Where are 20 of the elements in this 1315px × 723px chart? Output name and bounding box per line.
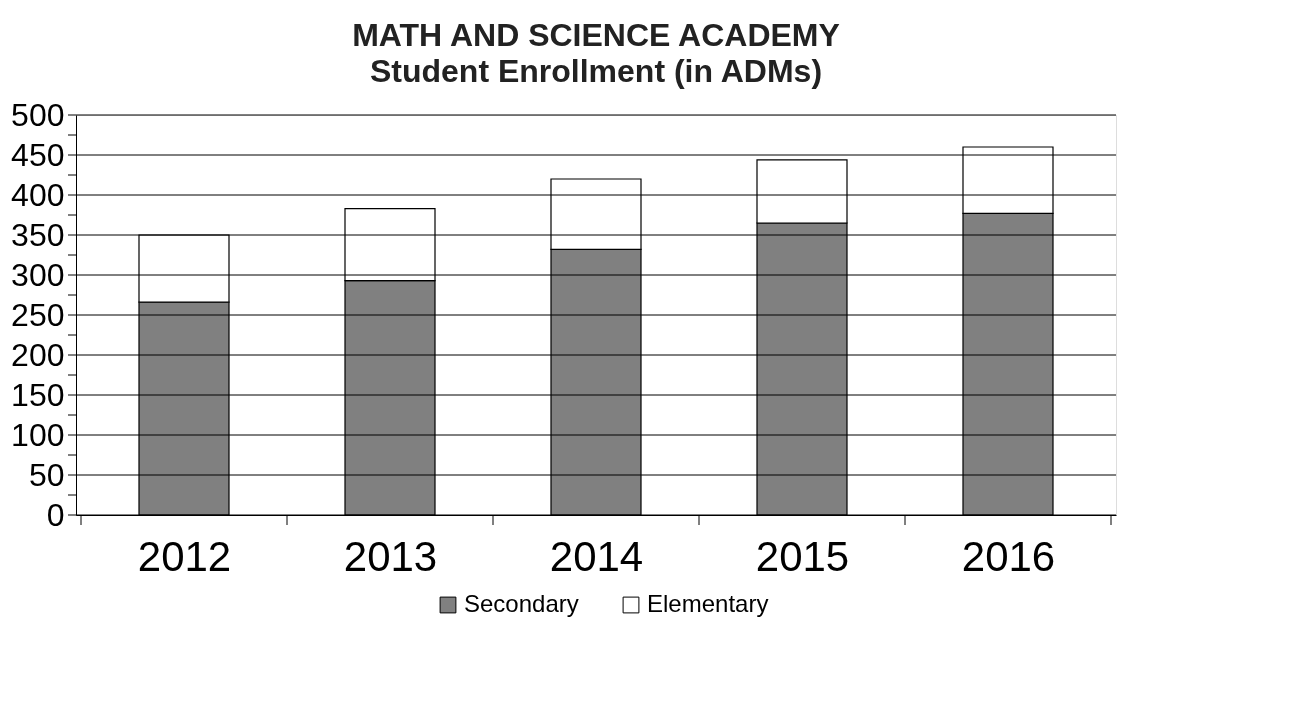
y-tick-label: 400 <box>11 176 65 213</box>
y-tick-label: 500 <box>11 96 65 133</box>
legend-label: Secondary <box>464 590 579 617</box>
y-tick-label: 250 <box>11 296 65 333</box>
chart-subtitle: Student Enrollment (in ADMs) <box>369 53 823 89</box>
y-tick-label: 100 <box>11 416 65 453</box>
y-tick-label: 50 <box>28 456 65 493</box>
y-tick-label: 300 <box>11 256 65 293</box>
y-tick-label: 0 <box>46 496 65 533</box>
chart-title: MATH AND SCIENCE ACADEMY <box>352 17 840 53</box>
y-tick-label: 350 <box>11 216 65 253</box>
legend-label: Elementary <box>647 590 769 617</box>
x-tick-label: 2012 <box>137 532 232 580</box>
x-tick-label: 2016 <box>961 532 1056 580</box>
y-tick-label: 150 <box>11 376 65 413</box>
x-tick-label: 2015 <box>755 532 850 580</box>
y-tick-label: 200 <box>11 336 65 373</box>
x-tick-label: 2013 <box>343 532 438 580</box>
x-tick-label: 2014 <box>549 532 644 580</box>
y-tick-label: 450 <box>11 136 65 173</box>
